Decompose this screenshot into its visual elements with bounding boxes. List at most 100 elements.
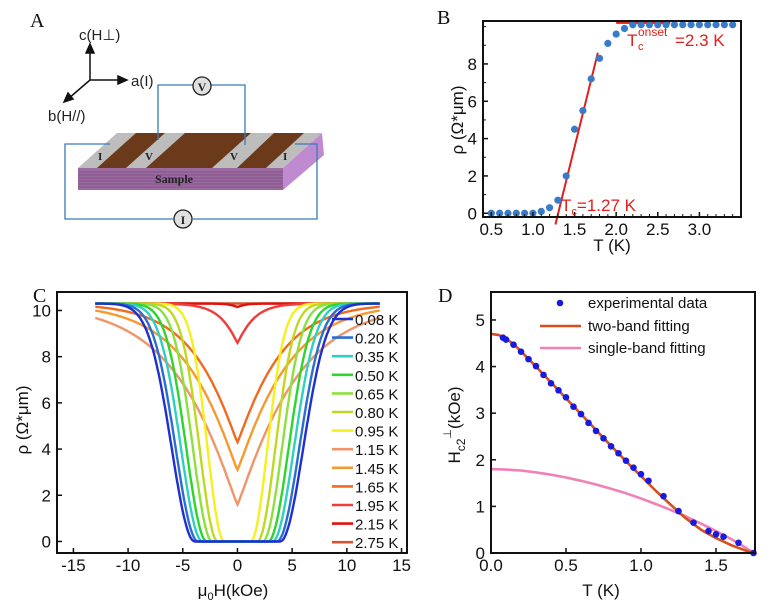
- ammeter-icon: I: [173, 209, 193, 229]
- legend-label: 0.65 K: [355, 386, 398, 403]
- panel-d-y-tick-label: 1: [476, 497, 485, 516]
- data-point: [637, 470, 645, 478]
- legend-label: 0.20 K: [355, 331, 398, 348]
- data-point: [645, 477, 652, 485]
- panel-c-y-tick-label: 4: [42, 440, 51, 459]
- data-point: [615, 449, 622, 457]
- panel-c-y-tick-label: 2: [42, 486, 51, 505]
- data-point: [720, 21, 728, 29]
- data-point: [570, 125, 579, 133]
- data-point: [712, 531, 720, 538]
- data-point: [570, 403, 577, 410]
- layer-lines: [78, 171, 283, 188]
- c-axis-arrowhead: [84, 42, 96, 54]
- data-point: [545, 204, 554, 212]
- panel-d-y-tick-label: 5: [476, 311, 485, 330]
- panel-b-series: [487, 21, 737, 225]
- data-point: [607, 442, 615, 450]
- annotation-tc: Tc=1.27 K: [561, 196, 637, 218]
- data-point: [504, 209, 512, 217]
- voltmeter-label: V: [198, 80, 207, 94]
- panel-c-x-tick-label: 15: [392, 556, 411, 575]
- contact-label: V: [230, 151, 238, 163]
- data-point: [537, 207, 545, 215]
- panel-b-x-ticks: 0.5 1.0 1.5 2.0 2.5 3.0: [480, 212, 734, 239]
- legend-label: 0.80 K: [355, 405, 398, 422]
- data-point: [512, 209, 520, 217]
- data-point: [592, 427, 600, 435]
- legend-label: 0.35 K: [355, 349, 398, 366]
- data-point: [622, 457, 630, 465]
- panel-b-y-axis-label: ρ (Ω*μm): [448, 86, 467, 155]
- panel-b-x-tick-label: 2.5: [646, 220, 670, 239]
- data-point: [690, 519, 697, 527]
- panel-b-frame: [482, 20, 742, 218]
- panel-b-y-tick-label: 8: [468, 55, 477, 74]
- contact-label: V: [145, 151, 153, 163]
- annotation-tc-onset: Tconset =2.3 K: [627, 25, 725, 53]
- data-point: [620, 24, 629, 33]
- data-point: [517, 348, 525, 355]
- data-point: [496, 209, 504, 217]
- data-point: [729, 21, 737, 29]
- data-point: [562, 172, 570, 180]
- panel-d-y-tick-label: 0: [476, 544, 485, 563]
- data-point: [662, 21, 670, 29]
- data-point: [532, 362, 540, 370]
- panel-d-y-ticks: 0 1 2 3 4 5: [476, 311, 496, 563]
- panel-b-y-tick-label: 0: [468, 204, 477, 223]
- a-axis-arrowhead: [117, 74, 129, 86]
- series-curve-145: [95, 309, 380, 473]
- electrode-strip: [146, 133, 251, 168]
- data-point: [660, 492, 667, 500]
- voltmeter-icon: V: [192, 76, 212, 96]
- sample-front-face: [78, 168, 283, 190]
- data-point: [554, 196, 562, 204]
- data-point: [695, 21, 703, 29]
- data-point: [555, 387, 562, 394]
- panel-b-x-axis-label: T (K): [593, 236, 630, 255]
- voltage-wire-right: [210, 84, 246, 145]
- data-point: [600, 435, 607, 442]
- legend-label: 2.15 K: [355, 517, 398, 534]
- two-band-fit-line: [490, 332, 754, 555]
- panel-d-plot-area: [490, 291, 757, 557]
- series-curve-115: [94, 316, 380, 508]
- panel-d-x-tick-label: 1.0: [629, 556, 653, 575]
- panel-d-x-tick-label: 1.5: [704, 556, 728, 575]
- data-point: [502, 336, 510, 343]
- panel-d-x-axis-label: T (K): [582, 581, 619, 600]
- legend-label: experimental data: [588, 295, 708, 312]
- sample-label: Sample: [155, 172, 194, 186]
- ammeter-label: I: [181, 213, 186, 227]
- panel-b-plot-area: [482, 20, 742, 225]
- panel-d-letter: D: [438, 285, 452, 307]
- electrode-strip: [237, 133, 304, 168]
- panel-b-x-tick-label: 2.0: [604, 220, 628, 239]
- legend-label: 1.95 K: [355, 498, 398, 515]
- data-point: [679, 21, 687, 29]
- panel-c-frame: [56, 291, 408, 554]
- panel-d-x-tick-label: 0.0: [479, 556, 503, 575]
- circuit-wires: [64, 84, 318, 220]
- contact-label: I: [283, 151, 287, 163]
- legend-label: 1.15 K: [355, 442, 398, 459]
- data-point: [645, 21, 654, 29]
- data-point: [637, 21, 645, 29]
- panel-b-y-ticks: 0 2 4 6 8: [468, 26, 488, 223]
- data-point: [720, 533, 727, 540]
- electrode-strip: [97, 133, 165, 168]
- current-wire-right: [193, 143, 318, 220]
- current-wire-left: [64, 143, 173, 220]
- panel-c-x-tick-label: -10: [116, 556, 141, 575]
- panel-c-y-axis-label: ρ (Ω*μm): [13, 386, 32, 455]
- panel-a-schematic: A c(H⊥) a(I) b(H//) Sample: [30, 10, 324, 229]
- panel-c-y-tick-label: 0: [42, 532, 51, 551]
- legend-label: 1.65 K: [355, 479, 398, 496]
- panel-c-letter: C: [33, 285, 46, 307]
- data-point: [705, 527, 712, 535]
- data-point: [585, 419, 592, 427]
- panel-c-plot-area: [56, 291, 408, 554]
- legend-label: 2.75 K: [355, 535, 398, 552]
